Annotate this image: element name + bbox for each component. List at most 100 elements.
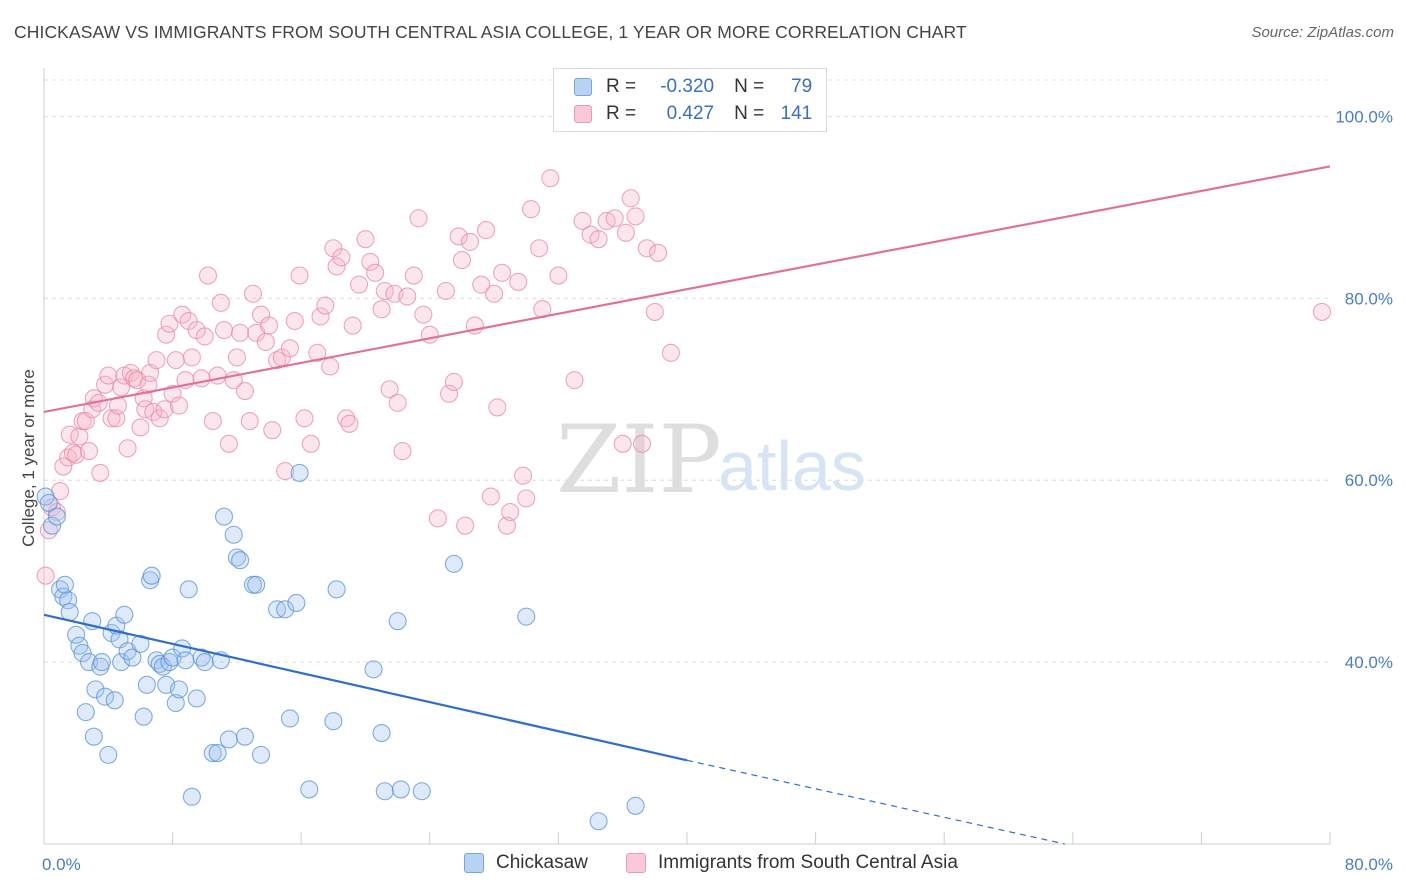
data-point xyxy=(166,693,185,713)
data-point xyxy=(60,603,79,622)
data-point xyxy=(661,343,680,362)
trend-line-immigrants xyxy=(43,165,1331,414)
legend-r-label: R = xyxy=(606,76,637,97)
data-point xyxy=(287,593,306,613)
data-point xyxy=(211,293,230,312)
data-point xyxy=(613,434,632,453)
watermark-zip: ZIP xyxy=(556,406,722,515)
data-point xyxy=(440,384,459,403)
data-point xyxy=(645,302,664,321)
data-point xyxy=(86,680,105,699)
data-point xyxy=(388,393,407,412)
data-point xyxy=(350,275,369,294)
data-point xyxy=(155,400,174,419)
data-point xyxy=(472,275,491,294)
chart-title: CHICKASAW VS IMMIGRANTS FROM SOUTH CENTR… xyxy=(14,22,967,42)
y-tick-label: 60.0% xyxy=(1345,471,1393,490)
data-point xyxy=(589,812,608,831)
data-point xyxy=(243,284,263,303)
data-point xyxy=(280,339,299,358)
data-point xyxy=(522,200,541,219)
data-point xyxy=(477,221,496,240)
data-point xyxy=(163,384,182,403)
data-point xyxy=(137,675,156,694)
watermark-atlas: atlas xyxy=(718,427,866,505)
data-point xyxy=(112,378,131,397)
legend-label-immigrants: Immigrants from South Central Asia xyxy=(658,852,958,873)
data-point xyxy=(227,348,246,367)
data-point xyxy=(251,745,271,764)
legend-item-immigrants: Immigrants from South Central Asia xyxy=(626,852,958,874)
data-point xyxy=(219,434,238,453)
legend-row-chickasaw: R = -0.320 N = 79 xyxy=(574,75,812,99)
data-point xyxy=(118,439,137,458)
data-point xyxy=(565,371,584,390)
data-point xyxy=(444,554,463,573)
data-point xyxy=(493,263,512,282)
data-point xyxy=(372,300,391,319)
data-point xyxy=(497,516,517,535)
data-point xyxy=(321,357,340,376)
data-point xyxy=(123,648,142,667)
legend-r-value: -0.320 xyxy=(660,76,715,97)
data-point xyxy=(224,525,243,544)
data-point xyxy=(513,466,533,485)
data-point xyxy=(420,325,439,344)
data-point xyxy=(337,409,356,428)
data-point xyxy=(47,507,66,526)
legend-n-value: 141 xyxy=(780,103,813,124)
data-point xyxy=(182,348,201,367)
y-tick-label: 100.0% xyxy=(1335,107,1393,126)
watermark: ZIP atlas xyxy=(556,406,866,515)
legend-n-label: N = xyxy=(734,103,765,124)
grid-lines xyxy=(44,79,1330,663)
data-point xyxy=(626,207,645,226)
y-axis-title: College, 1 year or more xyxy=(19,369,38,547)
data-point xyxy=(166,351,185,370)
data-point xyxy=(142,566,161,585)
data-point xyxy=(67,625,86,644)
data-point xyxy=(637,239,656,258)
y-tick-label: 80.0% xyxy=(1345,289,1393,308)
data-point xyxy=(388,612,407,631)
data-point xyxy=(285,311,304,331)
data-point xyxy=(268,351,287,370)
data-point xyxy=(263,421,282,440)
trend-lines xyxy=(43,165,1331,845)
data-point xyxy=(332,248,351,267)
data-point xyxy=(327,257,346,276)
data-point xyxy=(605,209,624,228)
data-point xyxy=(54,457,73,476)
data-point xyxy=(150,409,169,428)
legend-r-value: 0.427 xyxy=(666,103,715,124)
trend-line-chickasaw xyxy=(43,613,688,762)
data-point xyxy=(36,566,55,585)
source-credit: Source: ZipAtlas.com xyxy=(1251,24,1394,41)
data-point xyxy=(187,689,206,708)
data-point xyxy=(1312,302,1332,321)
data-point xyxy=(361,252,380,271)
data-point xyxy=(356,230,375,249)
data-point xyxy=(485,284,504,303)
data-point xyxy=(195,653,214,672)
data-point xyxy=(153,657,173,676)
data-point xyxy=(169,680,189,699)
data-point xyxy=(444,372,463,392)
data-point xyxy=(76,412,95,431)
data-point xyxy=(147,351,166,370)
data-point xyxy=(409,209,428,228)
data-point xyxy=(182,787,201,806)
data-point xyxy=(73,643,92,663)
data-point xyxy=(541,169,560,188)
data-point xyxy=(96,687,115,706)
data-point xyxy=(488,398,507,417)
data-point xyxy=(247,575,266,594)
data-point xyxy=(501,502,520,522)
data-point xyxy=(235,382,254,401)
data-point xyxy=(131,418,150,437)
data-point xyxy=(276,462,295,481)
data-point xyxy=(530,239,549,258)
data-point xyxy=(372,723,391,743)
data-point xyxy=(280,709,299,728)
legend-swatch-pink xyxy=(626,853,646,873)
